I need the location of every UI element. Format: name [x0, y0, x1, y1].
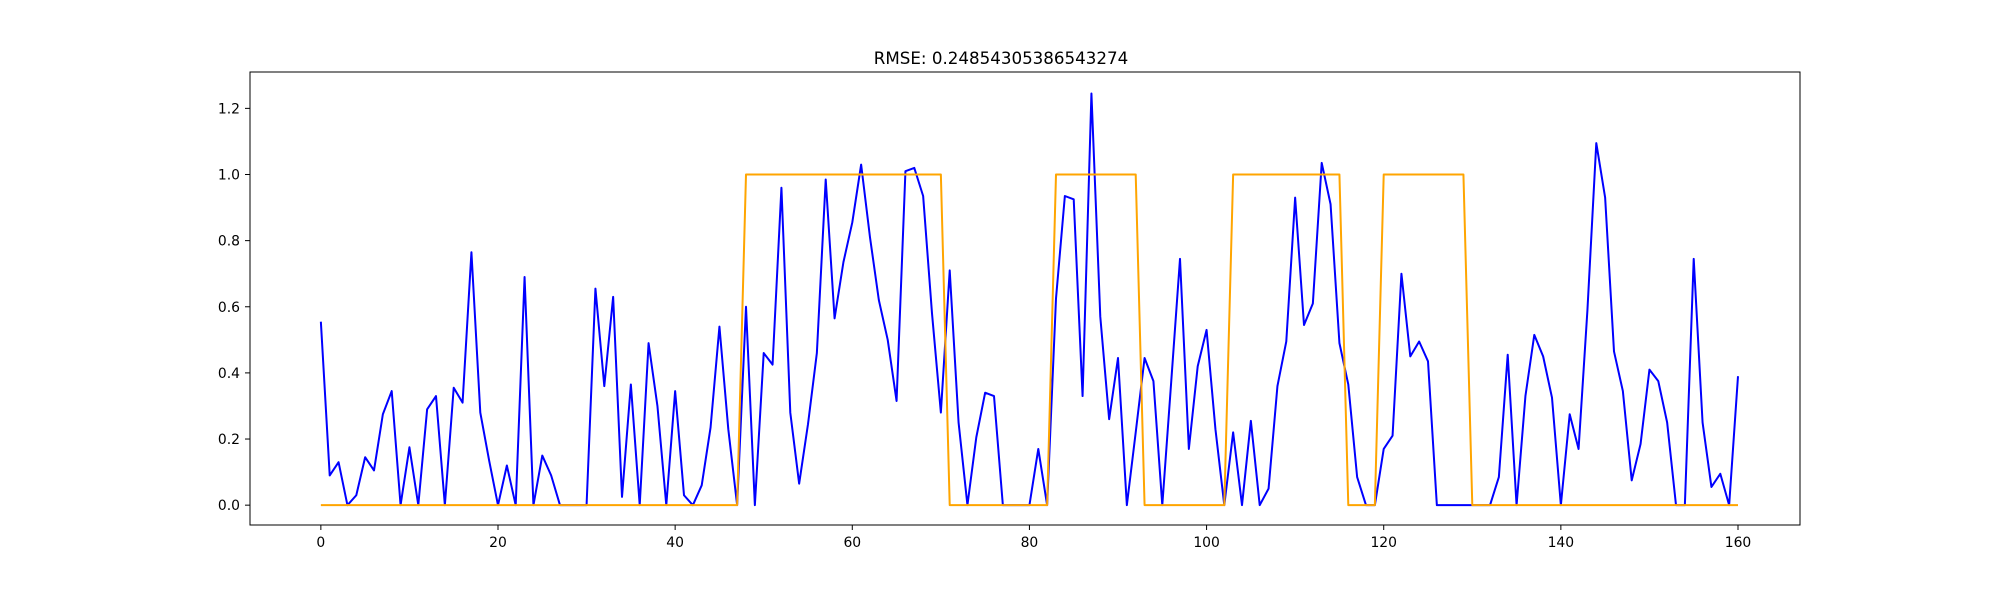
x-tick-label: 120: [1370, 535, 1397, 551]
chart-title: RMSE: 0.24854305386543274: [874, 48, 1128, 68]
plot-area: [319, 92, 1739, 507]
y-tick-label: 0.4: [218, 366, 240, 382]
y-tick-label: 1.2: [218, 101, 240, 117]
x-tick-label: 0: [316, 535, 325, 551]
y-axis: 0.0 0.2 0.4 0.6 0.8 1.0 1.2: [218, 101, 250, 514]
x-tick-label: 140: [1548, 535, 1575, 551]
x-tick-label: 100: [1193, 535, 1220, 551]
y-tick-label: 0.8: [218, 234, 240, 250]
y-tick-label: 0.6: [218, 300, 240, 316]
x-tick-label: 40: [666, 535, 684, 551]
x-tick-label: 60: [843, 535, 861, 551]
series-line-2: [320, 173, 1738, 507]
x-tick-label: 80: [1021, 535, 1039, 551]
y-tick-label: 1.0: [218, 168, 240, 184]
axes-frame: [249, 71, 1801, 526]
x-axis: 0 20 40 60 80 100 120 140 160: [316, 525, 1751, 551]
x-tick-label: 160: [1725, 535, 1752, 551]
y-tick-label: 0.0: [218, 498, 240, 514]
x-tick-label: 20: [489, 535, 507, 551]
y-tick-label: 0.2: [218, 432, 240, 448]
series-line-1: [319, 92, 1739, 507]
